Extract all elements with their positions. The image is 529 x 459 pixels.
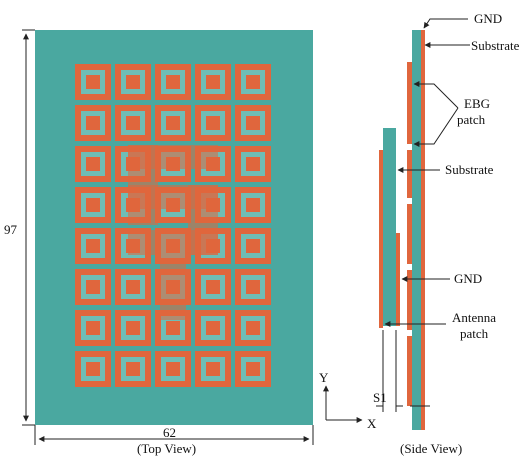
axis-x-label: X: [367, 416, 377, 431]
height-dimension: [22, 29, 35, 426]
side-antenna-patch: [379, 150, 383, 328]
ebg-cell: [115, 105, 151, 141]
label-s1: S1: [373, 390, 387, 405]
height-label: 97: [4, 222, 18, 237]
label-gnd-mid: GND: [454, 271, 482, 286]
ebg-cell: [195, 269, 231, 305]
ebg-cell: [155, 351, 191, 387]
side-gnd-top: [421, 30, 425, 430]
side-substrate-antenna: [383, 128, 396, 326]
ebg-cell: [75, 351, 111, 387]
ebg-cell: [75, 146, 111, 182]
label-substrate-mid: Substrate: [445, 162, 494, 177]
ebg-cell: [75, 64, 111, 100]
ebg-cell: [115, 64, 151, 100]
antenna-patch-top: [128, 145, 218, 320]
label-ebg-patch: EBG patch: [457, 96, 493, 127]
axis-y-label: Y: [319, 370, 329, 385]
ebg-cell: [75, 187, 111, 223]
ebg-cell: [235, 351, 271, 387]
ebg-cell: [235, 64, 271, 100]
ebg-cell: [195, 105, 231, 141]
side-gnd-mid: [396, 233, 400, 326]
width-label: 62: [163, 425, 176, 440]
coordinate-axes: [323, 385, 363, 423]
label-antenna-patch: Antenna patch: [452, 310, 499, 341]
top-view-caption: (Top View): [137, 441, 196, 456]
ebg-cell: [75, 228, 111, 264]
ebg-cell: [75, 310, 111, 346]
ebg-cell: [235, 228, 271, 264]
s1-dimension: [376, 330, 430, 412]
label-gnd-top: GND: [474, 11, 502, 26]
ebg-cell: [75, 105, 111, 141]
side-leader-lines: [384, 18, 470, 327]
ebg-cell: [115, 310, 151, 346]
side-ebg-patches: [407, 62, 412, 406]
ebg-cell: [115, 269, 151, 305]
width-dimension: [34, 425, 314, 445]
label-substrate-top: Substrate: [471, 38, 520, 53]
ebg-cell: [195, 64, 231, 100]
side-view-caption: (Side View): [400, 441, 462, 456]
ebg-cell: [115, 351, 151, 387]
ebg-cell: [155, 105, 191, 141]
ebg-cell: [235, 187, 271, 223]
ebg-cell: [235, 310, 271, 346]
ebg-cell: [195, 310, 231, 346]
ebg-cell: [155, 64, 191, 100]
ebg-cell: [235, 105, 271, 141]
ebg-cell: [195, 351, 231, 387]
ebg-cell: [75, 269, 111, 305]
ebg-cell: [235, 269, 271, 305]
top-view: 97 62 (Top View): [4, 29, 314, 456]
ebg-cell: [235, 146, 271, 182]
side-view: GND Substrate EBG patch Substrate GND An…: [373, 11, 520, 456]
side-substrate-main: [412, 30, 421, 430]
